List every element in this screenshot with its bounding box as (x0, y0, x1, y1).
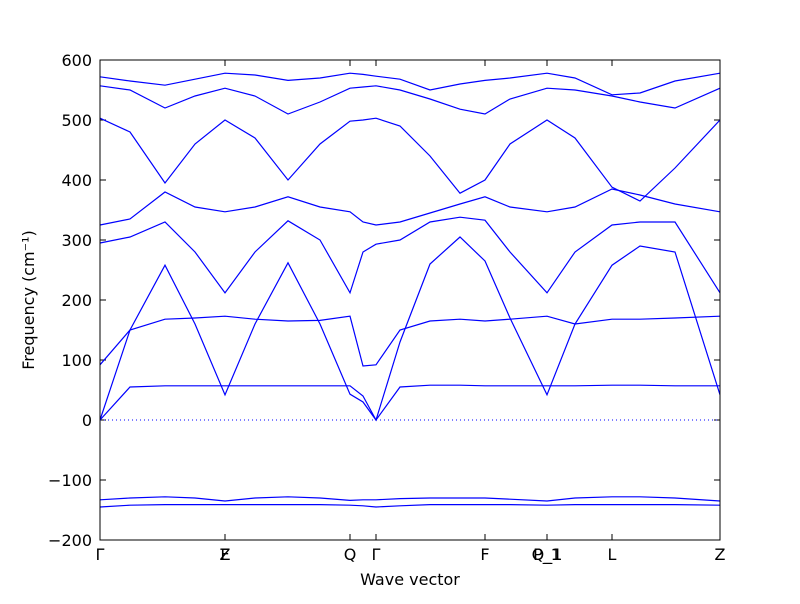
y-tick-label: 600 (61, 51, 92, 70)
x-tick-label: Z (220, 545, 231, 564)
y-tick-label: 0 (82, 411, 92, 430)
y-tick-label: 100 (61, 351, 92, 370)
band-line (99, 384, 720, 422)
band-line (99, 315, 721, 367)
band-line (99, 85, 721, 115)
y-tick-label: −100 (48, 471, 92, 490)
band-line (99, 236, 721, 422)
band-line (99, 216, 721, 295)
x-tick-label: Γ (372, 545, 381, 564)
y-tick-label: 400 (61, 171, 92, 190)
plot-frame (99, 59, 721, 541)
y-tick-label: 500 (61, 111, 92, 130)
x-tick-label: F (480, 545, 489, 564)
band-line (99, 188, 721, 226)
x-tick-label: F (220, 545, 229, 564)
y-axis-label: Frequency (cm⁻¹) (19, 230, 38, 369)
x-tick-label: Z (715, 545, 726, 564)
x-axis-label: Wave vector (360, 570, 460, 589)
band-line (99, 504, 721, 508)
x-tick-label: Γ (96, 545, 105, 564)
band-line (99, 496, 721, 502)
y-tick-label: −200 (48, 531, 92, 550)
band-line (99, 72, 721, 96)
x-tick-label: Q (344, 545, 357, 564)
x-tick-label: Q_1 (532, 545, 563, 565)
y-tick-label: 200 (61, 291, 92, 310)
x-tick-label: L (608, 545, 617, 564)
y-tick-label: 300 (61, 231, 92, 250)
band-line (99, 117, 721, 202)
x-tick-label: P_1 (533, 545, 561, 565)
